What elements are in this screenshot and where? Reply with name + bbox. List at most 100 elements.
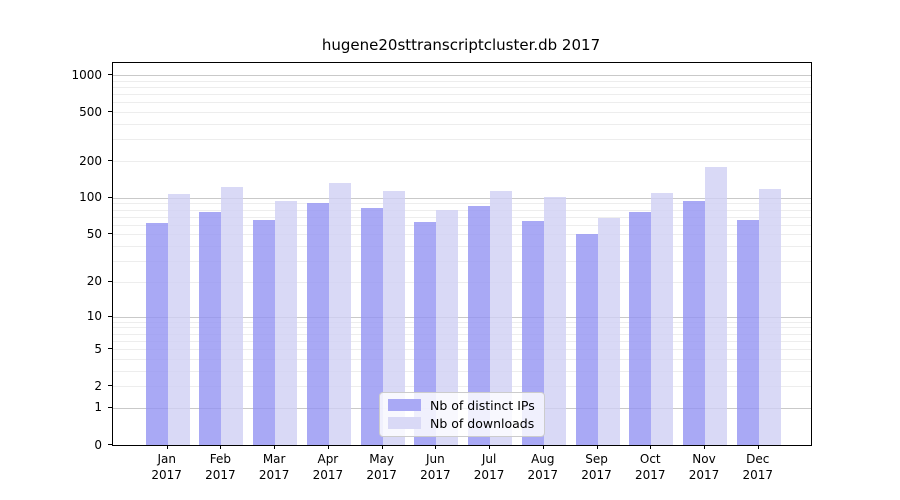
minor-gridline — [113, 102, 811, 104]
x-tick — [435, 445, 436, 449]
bar-jan-downloads — [167, 194, 190, 445]
y-tick-label: 50 — [86, 226, 102, 241]
minor-gridline — [113, 358, 811, 360]
x-tick — [382, 445, 383, 449]
minor-gridline — [113, 94, 811, 96]
bar-oct-distinct-ips — [629, 211, 652, 445]
x-tick — [597, 445, 598, 449]
plot-area — [112, 62, 812, 446]
legend: Nb of distinct IPs Nb of downloads — [379, 392, 545, 437]
minor-gridline — [113, 234, 811, 236]
bar-dec-distinct-ips — [736, 219, 759, 445]
x-tick — [328, 445, 329, 449]
bar-aug-downloads — [543, 197, 566, 445]
y-tick — [108, 444, 112, 445]
y-tick — [108, 74, 112, 75]
bar-jun-downloads — [436, 210, 459, 445]
legend-item-downloads: Nb of downloads — [388, 416, 536, 430]
minor-gridline — [113, 370, 811, 372]
y-tick — [108, 407, 112, 408]
x-tick — [650, 445, 651, 449]
bar-apr-distinct-ips — [306, 202, 329, 445]
x-tick — [758, 445, 759, 449]
minor-gridline — [113, 209, 811, 211]
bar-feb-distinct-ips — [199, 212, 222, 445]
y-tick-label: 1 — [94, 400, 102, 415]
bar-may-distinct-ips — [360, 207, 383, 445]
bar-dec-downloads — [758, 188, 781, 445]
minor-gridline — [113, 246, 811, 248]
y-tick-label: 100 — [79, 190, 102, 205]
y-tick — [108, 348, 112, 349]
legend-swatch-downloads — [388, 417, 421, 429]
y-tick-label: 200 — [79, 153, 102, 168]
x-tick-label-may: May 2017 — [366, 452, 397, 482]
x-tick-label-dec: Dec 2017 — [742, 452, 773, 482]
bar-oct-downloads — [651, 192, 674, 445]
legend-label-distinct-ips: Nb of distinct IPs — [430, 397, 535, 413]
x-tick — [543, 445, 544, 449]
major-gridline — [113, 197, 811, 199]
y-tick — [108, 197, 112, 198]
bar-jun-distinct-ips — [414, 222, 437, 445]
y-tick — [108, 111, 112, 112]
legend-swatch-distinct-ips — [388, 399, 421, 411]
minor-gridline — [113, 216, 811, 218]
minor-gridline — [113, 139, 811, 141]
bar-jan-distinct-ips — [145, 223, 168, 445]
y-tick-label: 1000 — [71, 67, 102, 82]
bar-mar-distinct-ips — [253, 219, 276, 445]
y-tick-label: 10 — [86, 309, 102, 324]
minor-gridline — [113, 386, 811, 388]
x-tick-label-apr: Apr 2017 — [312, 452, 344, 482]
minor-gridline — [113, 327, 811, 329]
chart-title: hugene20sttranscriptcluster.db 2017 — [321, 36, 601, 54]
y-tick — [108, 233, 112, 234]
major-gridline — [113, 75, 811, 77]
bar-sep-distinct-ips — [575, 234, 598, 445]
bar-jul-distinct-ips — [468, 205, 491, 445]
minor-gridline — [113, 161, 811, 163]
legend-item-distinct-ips: Nb of distinct IPs — [388, 398, 536, 412]
x-tick-label-mar: Mar 2017 — [258, 452, 290, 482]
bar-aug-distinct-ips — [521, 220, 544, 445]
minor-gridline — [113, 340, 811, 342]
x-tick-label-oct: Oct 2017 — [634, 452, 666, 482]
x-tick — [274, 445, 275, 449]
x-tick-label-jul: Jul 2017 — [473, 452, 505, 482]
y-tick — [108, 160, 112, 161]
y-tick — [108, 316, 112, 317]
minor-gridline — [113, 224, 811, 226]
bar-jul-downloads — [490, 190, 513, 445]
minor-gridline — [113, 112, 811, 114]
y-tick-label: 500 — [79, 104, 102, 119]
minor-gridline — [113, 86, 811, 88]
bar-sep-downloads — [597, 218, 620, 445]
x-tick-label-jan: Jan 2017 — [151, 452, 182, 482]
y-tick — [108, 281, 112, 282]
bar-nov-downloads — [705, 166, 727, 445]
x-tick — [220, 445, 221, 449]
bar-feb-downloads — [221, 186, 244, 445]
minor-gridline — [113, 333, 811, 335]
minor-gridline — [113, 80, 811, 82]
x-tick — [167, 445, 168, 449]
minor-gridline — [113, 124, 811, 126]
minor-gridline — [113, 321, 811, 323]
x-tick-label-jun: Jun 2017 — [420, 452, 451, 482]
bar-mar-downloads — [275, 200, 298, 445]
y-tick-label: 20 — [86, 274, 102, 289]
bar-may-downloads — [382, 191, 405, 445]
x-tick-label-sep: Sep 2017 — [581, 452, 612, 482]
x-tick-label-aug: Aug 2017 — [527, 452, 559, 482]
minor-gridline — [113, 261, 811, 263]
x-tick — [704, 445, 705, 449]
minor-gridline — [113, 203, 811, 205]
y-tick-label: 0 — [94, 437, 102, 452]
bar-apr-downloads — [328, 183, 351, 445]
x-tick-label-feb: Feb 2017 — [205, 452, 236, 482]
minor-gridline — [113, 281, 811, 283]
x-tick — [489, 445, 490, 449]
minor-gridline — [113, 349, 811, 351]
x-tick-label-nov: Nov 2017 — [688, 452, 720, 482]
